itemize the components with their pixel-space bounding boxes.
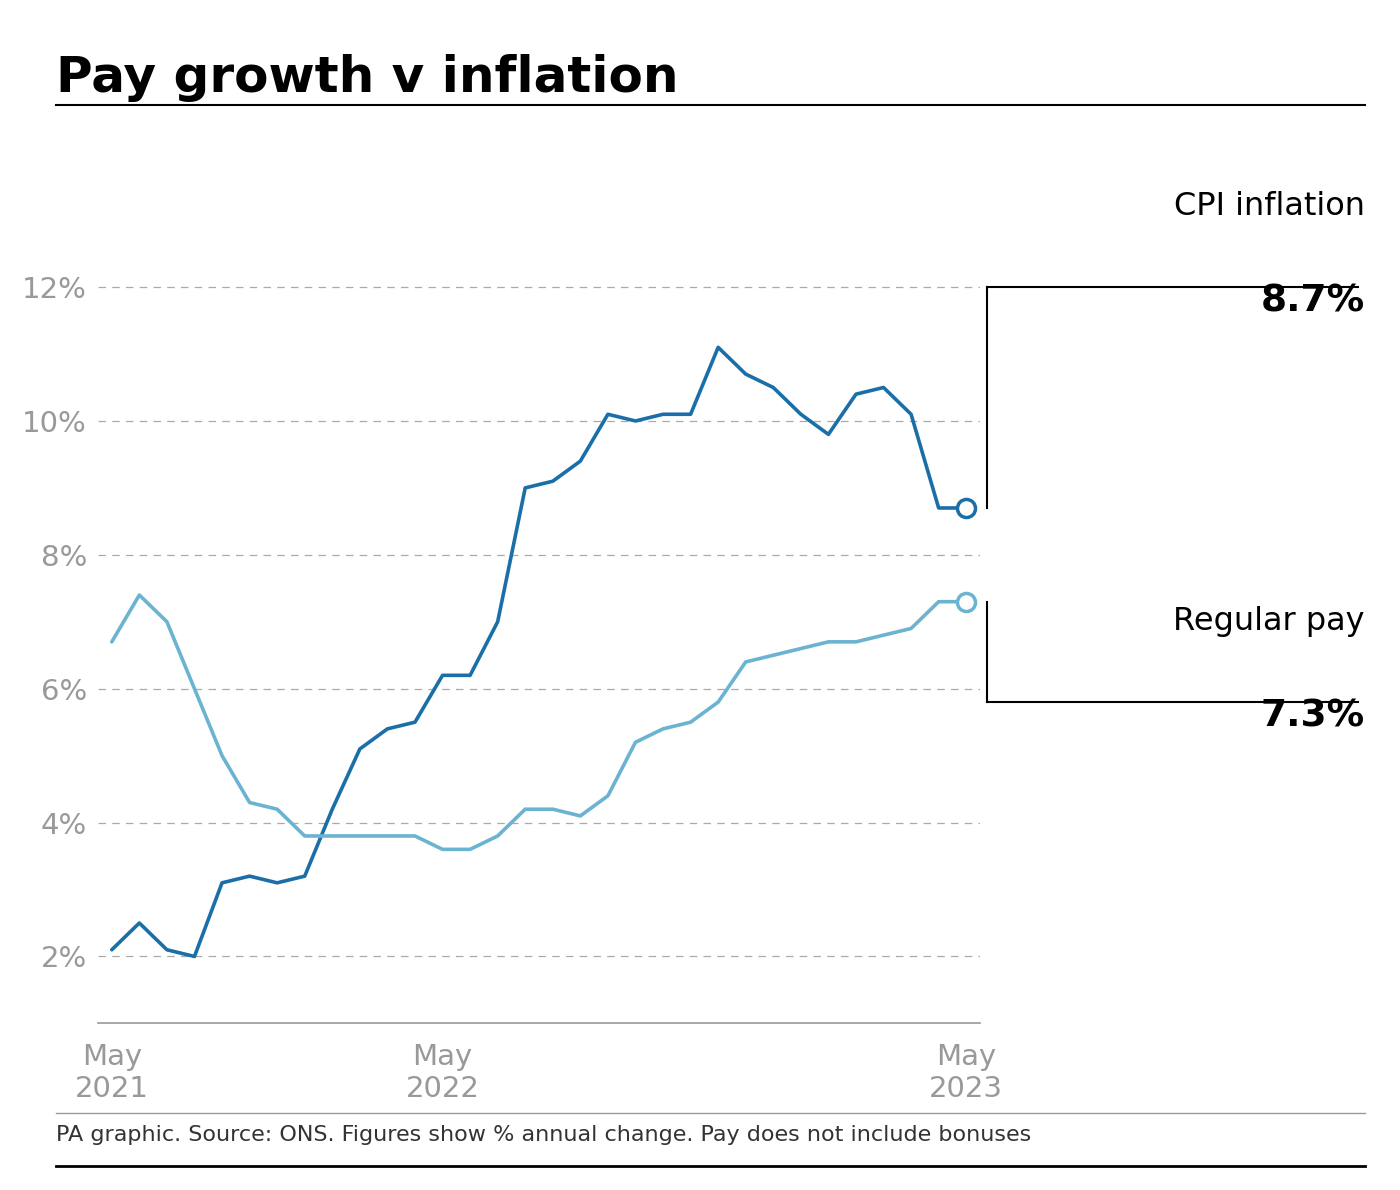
Text: Pay growth v inflation: Pay growth v inflation: [56, 54, 679, 101]
Text: PA graphic. Source: ONS. Figures show % annual change. Pay does not include bonu: PA graphic. Source: ONS. Figures show % …: [56, 1125, 1032, 1145]
Text: Regular pay: Regular pay: [1173, 606, 1365, 637]
Text: 7.3%: 7.3%: [1261, 699, 1365, 734]
Text: 8.7%: 8.7%: [1261, 283, 1365, 320]
Text: CPI inflation: CPI inflation: [1175, 190, 1365, 221]
